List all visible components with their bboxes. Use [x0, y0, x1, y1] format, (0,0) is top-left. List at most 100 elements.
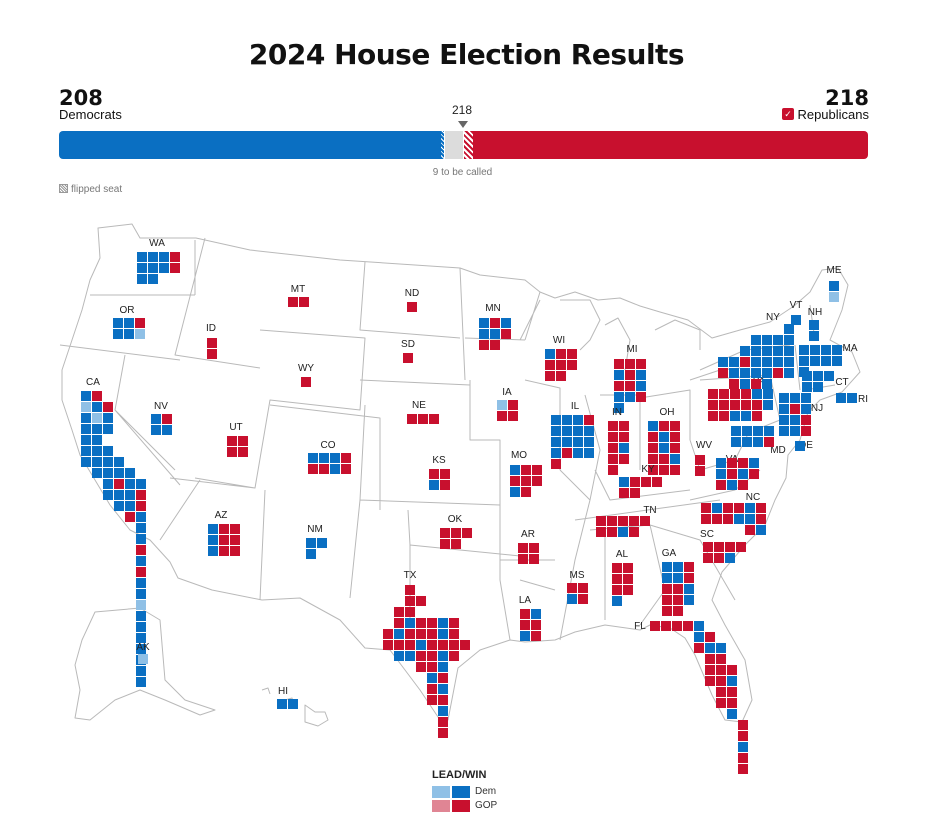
district-seat[interactable] [753, 437, 763, 447]
district-seat[interactable] [619, 477, 629, 487]
district-seat[interactable] [752, 389, 762, 399]
district-seat[interactable] [125, 501, 135, 511]
district-seat[interactable] [81, 424, 91, 434]
district-seat[interactable] [683, 621, 693, 631]
district-seat[interactable] [738, 469, 748, 479]
district-seat[interactable] [625, 392, 635, 402]
district-seat[interactable] [427, 662, 437, 672]
district-seat[interactable] [451, 528, 461, 538]
district-seat[interactable] [567, 594, 577, 604]
district-seat[interactable] [810, 356, 820, 366]
district-seat[interactable] [451, 539, 461, 549]
district-seat[interactable] [306, 538, 316, 548]
district-seat[interactable] [508, 411, 518, 421]
district-seat[interactable] [670, 465, 680, 475]
district-seat[interactable] [449, 640, 459, 650]
district-seat[interactable] [440, 528, 450, 538]
district-seat[interactable] [407, 302, 417, 312]
district-seat[interactable] [227, 436, 237, 446]
district-seat[interactable] [330, 464, 340, 474]
district-seat[interactable] [403, 353, 413, 363]
district-seat[interactable] [531, 609, 541, 619]
district-seat[interactable] [462, 528, 472, 538]
district-seat[interactable] [703, 553, 713, 563]
district-seat[interactable] [438, 629, 448, 639]
district-seat[interactable] [551, 459, 561, 469]
district-seat[interactable] [562, 448, 572, 458]
district-seat[interactable] [148, 274, 158, 284]
district-seat[interactable] [738, 458, 748, 468]
district-seat[interactable] [670, 443, 680, 453]
district-seat[interactable] [438, 651, 448, 661]
district-seat[interactable] [619, 432, 629, 442]
district-seat[interactable] [81, 457, 91, 467]
district-seat[interactable] [405, 629, 415, 639]
district-seat[interactable] [449, 618, 459, 628]
district-seat[interactable] [416, 618, 426, 628]
district-seat[interactable] [723, 503, 733, 513]
district-seat[interactable] [705, 632, 715, 642]
district-seat[interactable] [673, 573, 683, 583]
district-seat[interactable] [795, 441, 805, 451]
district-seat[interactable] [136, 545, 146, 555]
district-seat[interactable] [727, 458, 737, 468]
district-seat[interactable] [438, 684, 448, 694]
district-seat[interactable] [578, 594, 588, 604]
district-seat[interactable] [573, 437, 583, 447]
district-seat[interactable] [508, 400, 518, 410]
district-seat[interactable] [779, 415, 789, 425]
district-seat[interactable] [429, 414, 439, 424]
district-seat[interactable] [148, 263, 158, 273]
district-seat[interactable] [521, 476, 531, 486]
district-seat[interactable] [751, 335, 761, 345]
district-seat[interactable] [731, 437, 741, 447]
district-seat[interactable] [623, 585, 633, 595]
district-seat[interactable] [136, 501, 146, 511]
district-seat[interactable] [662, 584, 672, 594]
district-seat[interactable] [730, 400, 740, 410]
district-seat[interactable] [670, 432, 680, 442]
district-seat[interactable] [784, 346, 794, 356]
district-seat[interactable] [551, 426, 561, 436]
district-seat[interactable] [429, 480, 439, 490]
district-seat[interactable] [518, 543, 528, 553]
district-seat[interactable] [125, 490, 135, 500]
district-seat[interactable] [813, 382, 823, 392]
district-seat[interactable] [705, 676, 715, 686]
district-seat[interactable] [801, 393, 811, 403]
district-seat[interactable] [124, 329, 134, 339]
district-seat[interactable] [562, 426, 572, 436]
district-seat[interactable] [738, 764, 748, 774]
district-seat[interactable] [551, 437, 561, 447]
district-seat[interactable] [694, 632, 704, 642]
district-seat[interactable] [103, 490, 113, 500]
district-seat[interactable] [317, 538, 327, 548]
district-seat[interactable] [562, 415, 572, 425]
district-seat[interactable] [730, 411, 740, 421]
district-seat[interactable] [716, 654, 726, 664]
district-seat[interactable] [394, 651, 404, 661]
district-seat[interactable] [92, 402, 102, 412]
district-seat[interactable] [705, 665, 715, 675]
district-seat[interactable] [630, 488, 640, 498]
district-seat[interactable] [114, 468, 124, 478]
district-seat[interactable] [614, 359, 624, 369]
district-seat[interactable] [625, 370, 635, 380]
district-seat[interactable] [427, 673, 437, 683]
district-seat[interactable] [405, 596, 415, 606]
district-seat[interactable] [288, 297, 298, 307]
district-seat[interactable] [716, 458, 726, 468]
district-seat[interactable] [136, 644, 146, 654]
district-seat[interactable] [545, 371, 555, 381]
district-seat[interactable] [596, 527, 606, 537]
district-seat[interactable] [427, 651, 437, 661]
district-seat[interactable] [741, 400, 751, 410]
district-seat[interactable] [708, 411, 718, 421]
district-seat[interactable] [490, 318, 500, 328]
district-seat[interactable] [670, 421, 680, 431]
district-seat[interactable] [829, 281, 839, 291]
district-seat[interactable] [573, 415, 583, 425]
district-seat[interactable] [612, 596, 622, 606]
district-seat[interactable] [718, 357, 728, 367]
district-seat[interactable] [440, 469, 450, 479]
